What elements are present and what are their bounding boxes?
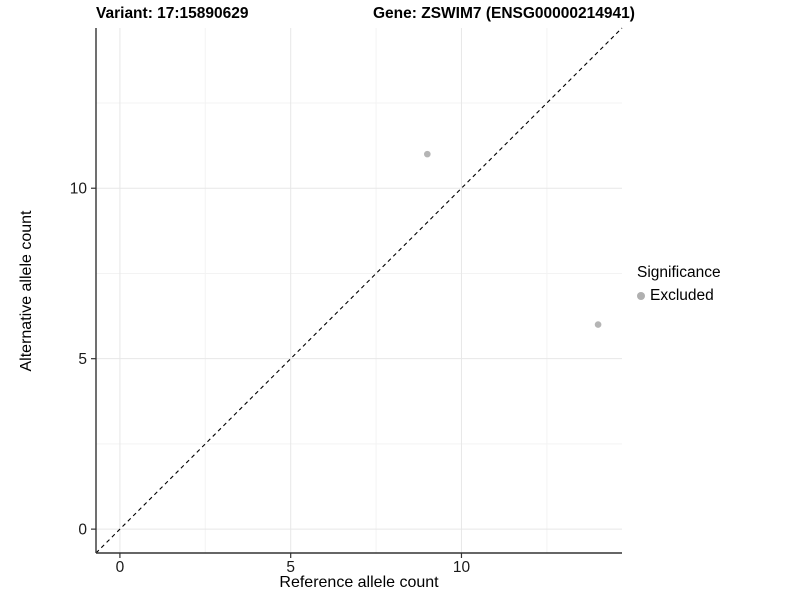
legend-entry-excluded: Excluded [637,287,721,305]
x-axis-title: Reference allele count [279,574,439,591]
x-tick-label: 10 [453,559,471,576]
identity-reference-line [95,27,623,554]
x-tick-label: 0 [116,559,125,576]
x-tick-label: 5 [286,559,295,576]
y-tick-label: 10 [70,181,88,198]
legend-entry-label: Excluded [650,287,714,304]
y-tick-label: 5 [78,351,87,368]
legend-point-icon [637,292,645,300]
y-axis-title: Alternative allele count [18,210,35,372]
plot-title-variant: Variant: 17:15890629 [96,5,249,22]
data-point [424,150,431,158]
data-point [594,321,602,328]
legend: Significance Excluded [637,264,721,305]
plot-title-gene: Gene: ZSWIM7 (ENSG00000214941) [373,5,635,22]
legend-title: Significance [637,264,721,281]
y-tick-label: 0 [78,522,87,539]
